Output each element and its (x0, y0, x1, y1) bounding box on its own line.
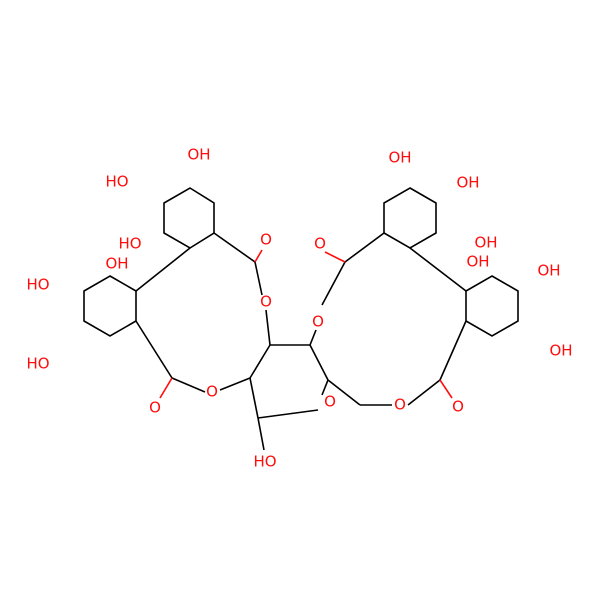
atom-label: HO (118, 235, 141, 253)
atom-label: HO (26, 355, 49, 373)
atom-label: OH (537, 262, 560, 280)
atom-label: OH (187, 146, 210, 164)
atom-label: OH (388, 149, 411, 167)
atom-label: O (312, 313, 324, 331)
atom-label: OH (474, 234, 497, 252)
atom-label: O (314, 235, 326, 253)
atom-label: O (260, 293, 272, 311)
atom-label: O (394, 396, 406, 414)
atom-label: HO (26, 276, 49, 294)
atom-label: O (149, 399, 161, 417)
atom-label: OH (105, 255, 128, 273)
atom-label: HO (253, 453, 276, 471)
bonds (83, 187, 519, 451)
atom-label: O (260, 231, 272, 249)
double-bonds (159, 249, 453, 399)
atom-label: OH (549, 342, 572, 360)
atom-label: O (206, 383, 218, 401)
atom-label: HO (105, 173, 128, 191)
atom-label: O (452, 398, 464, 416)
atom-label: OH (456, 174, 479, 192)
atom-label: O (324, 393, 336, 411)
atom-label: OH (466, 253, 489, 271)
